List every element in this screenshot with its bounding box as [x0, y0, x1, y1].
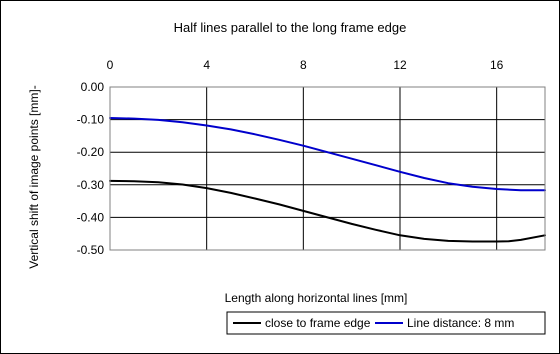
x-tick-label: 4 [203, 58, 210, 72]
y-tick-label: 0.00 [81, 80, 105, 94]
x-tick-labels: 0 4 8 12 16 [107, 58, 504, 72]
y-tick-label: -0.40 [77, 210, 105, 224]
y-tick-label: -0.10 [77, 113, 105, 127]
x-tick-label: 12 [393, 58, 407, 72]
x-axis-label: Length along horizontal lines [mm] [225, 291, 408, 305]
series-line-2 [109, 117, 546, 192]
legend: close to frame edge Line distance: 8 mm [226, 311, 546, 335]
plot-area [110, 87, 545, 250]
y-tick-label: -0.20 [77, 145, 105, 159]
y-axis-label: Vertical shift of image points [mm]- [27, 85, 41, 268]
legend-label-2: Line distance: 8 mm [407, 316, 514, 330]
y-tick-label: -0.50 [77, 243, 105, 257]
chart-title: Half lines parallel to the long frame ed… [174, 20, 407, 35]
x-tick-label: 16 [490, 58, 504, 72]
legend-label-1: close to frame edge [265, 316, 371, 330]
plot-border [109, 86, 546, 251]
x-tick-label: 8 [300, 58, 307, 72]
y-tick-labels: 0.00 -0.10 -0.20 -0.30 -0.40 -0.50 [77, 80, 105, 257]
series-line-1 [109, 179, 546, 243]
series-layer [109, 117, 546, 243]
x-tick-label: 0 [107, 58, 114, 72]
y-tick-label: -0.30 [77, 178, 105, 192]
